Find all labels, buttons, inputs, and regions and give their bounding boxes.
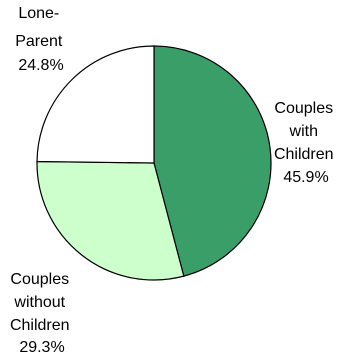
- label-couples-without-children-value: 29.3%: [19, 339, 64, 354]
- pie-slice-couples-with-children: [153, 45, 272, 277]
- label-couples-with-children-line-2: with: [289, 123, 318, 140]
- pie-slice-lone-parent: [36, 45, 155, 164]
- label-couples-without-children: Couples without Children 29.3%: [10, 271, 74, 354]
- label-couples-without-children-line-2: without: [13, 294, 65, 311]
- label-couples-with-children-value: 45.9%: [283, 169, 328, 186]
- pie-slice-couples-without-children: [36, 160, 185, 281]
- label-couples-with-children-line-1: Couples: [274, 100, 333, 117]
- label-couples-with-children: Couples with Children 45.9%: [274, 100, 338, 186]
- label-couples-without-children-line-3: Children: [10, 317, 70, 334]
- label-lone-parent: Lone- Parent 24.8%: [15, 5, 67, 74]
- label-lone-parent-line-2: Parent: [15, 33, 63, 50]
- label-couples-without-children-line-1: Couples: [10, 271, 69, 288]
- label-lone-parent-value: 24.8%: [18, 57, 63, 74]
- label-lone-parent-line-1: Lone-: [18, 5, 59, 22]
- pie-slices: [36, 45, 272, 281]
- label-couples-with-children-line-3: Children: [274, 146, 334, 163]
